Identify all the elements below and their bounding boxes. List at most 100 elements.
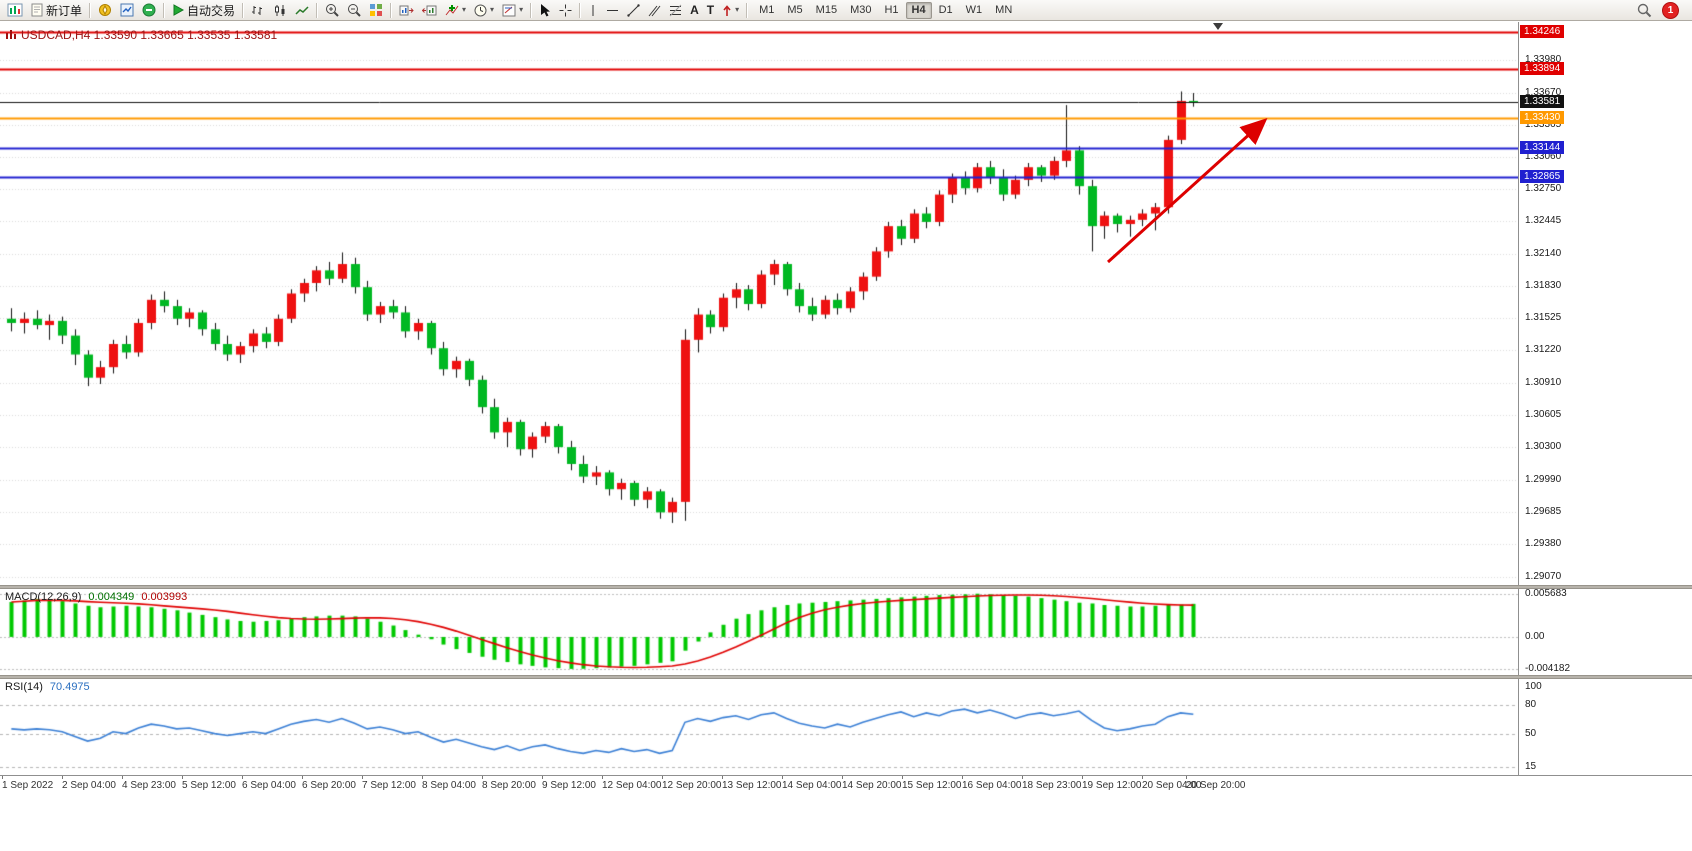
time-tick (62, 776, 63, 779)
macd-main-value: 0.004349 (88, 591, 135, 603)
price-tick-label: 1.30300 (1525, 441, 1562, 453)
crosshair-button[interactable] (555, 0, 576, 21)
time-tick-label: 12 Sep 20:00 (662, 780, 722, 791)
time-tick-label: 15 Sep 12:00 (902, 780, 962, 791)
channel-tool-button[interactable] (644, 0, 665, 21)
chevron-down-icon: ▾ (519, 5, 524, 14)
timeframe-button-d1[interactable]: D1 (938, 3, 953, 16)
price-line-badge: 1.33894 (1520, 61, 1565, 75)
price-tick-label: 1.33365 (1525, 118, 1562, 130)
rsi-value: 70.4975 (49, 681, 90, 693)
fibonacci-tool-button[interactable] (665, 0, 686, 21)
zoom-out-button[interactable] (343, 0, 365, 21)
price-tick-label: 1.30605 (1525, 409, 1562, 421)
timeframe-button-m15[interactable]: M15 (815, 3, 838, 16)
horizontal-line-tool-button[interactable] (602, 0, 623, 21)
time-tick (122, 776, 123, 779)
price-tick-label: 1.31220 (1525, 344, 1562, 356)
new-order-icon (31, 3, 43, 17)
time-tick-label: 13 Sep 12:00 (722, 780, 782, 791)
search-button[interactable] (1633, 0, 1656, 21)
timeframe-button-m30[interactable]: M30 (850, 3, 872, 16)
notification-badge[interactable]: 1 (1662, 1, 1679, 19)
auto-scroll-button[interactable] (395, 0, 418, 21)
zoom-in-button[interactable] (321, 0, 343, 21)
chart-quote-overlay: USDCAD,H4 1.33590 1.33665 1.33535 1.3358… (6, 28, 277, 42)
new-chart-button[interactable] (3, 0, 27, 21)
pane-separator[interactable] (0, 585, 1692, 589)
price-tick-label: 1.31525 (1525, 312, 1562, 324)
candlestick-canvas[interactable] (0, 22, 1518, 585)
new-order-button[interactable]: 新订单 (27, 0, 86, 21)
rsi-pane: RSI(14) 70.4975 (0, 679, 1518, 775)
chart-candles-button[interactable] (269, 0, 291, 21)
indicators-button[interactable]: ▾ (441, 0, 470, 21)
chart-area: USDCAD,H4 1.33590 1.33665 1.33535 1.3358… (0, 22, 1692, 851)
time-tick-label: 9 Sep 12:00 (542, 780, 596, 791)
tile-windows-button[interactable] (365, 0, 387, 21)
time-tick-label: 14 Sep 04:00 (782, 780, 842, 791)
timeframe-button-w1[interactable]: W1 (965, 3, 983, 16)
price-tick-label: 1.29990 (1525, 473, 1562, 485)
search-icon (1637, 3, 1652, 17)
arrows-tool-button[interactable]: ▾ (718, 0, 743, 21)
chevron-down-icon: ▾ (735, 5, 740, 14)
price-tick-label: 1.33060 (1525, 150, 1562, 162)
ch art-bars-button[interactable] (247, 0, 269, 21)
pane-separator[interactable] (0, 675, 1692, 679)
autotrading-play-icon (173, 4, 185, 16)
timeframe-button-m5[interactable]: M5 (787, 3, 803, 16)
timeframe-button-h1[interactable]: H1 (884, 3, 899, 16)
vertical-line-tool-button[interactable] (584, 0, 602, 21)
macd-pane: MACD(12,26,9) 0.004349 0.003993 (0, 589, 1518, 675)
time-tick-label: 6 Sep 04:00 (242, 780, 296, 791)
price-axis: 1.33980 1.33670 1.33365 1.33060 1.32750 1.324… (1518, 22, 1692, 585)
clock-icon (474, 4, 487, 16)
data-window-button[interactable] (138, 0, 160, 21)
rsi-name: RSI(14) (5, 681, 43, 693)
crosshair-icon (559, 4, 572, 16)
toolbar-separator (89, 2, 92, 18)
text-tool-icon: A (690, 3, 699, 17)
time-tick (602, 776, 603, 779)
rsi-level-label: 80 (1525, 699, 1537, 711)
trendline-tool-button[interactable] (623, 0, 644, 21)
timeframe-button-h4[interactable]: H4 (905, 1, 932, 19)
chart-shift-icon (422, 5, 437, 15)
time-tick (422, 776, 423, 779)
time-tick (782, 776, 783, 779)
time-tick-label: 6 Sep 20:00 (302, 780, 356, 791)
new-chart-icon (7, 3, 23, 17)
market-watch-button[interactable] (116, 0, 138, 21)
line-chart-icon (295, 5, 309, 15)
chart-line-button[interactable] (291, 0, 313, 21)
price-tick-label: 1.32445 (1525, 215, 1562, 227)
macd-name: MACD(12,26,9) (5, 591, 82, 603)
chart-shift-marker[interactable] (1213, 23, 1223, 30)
templates-button[interactable]: ▾ (498, 0, 527, 21)
price-tick-label: 1.33670 (1525, 86, 1562, 98)
text-label-tool-button[interactable]: T (703, 0, 718, 21)
timeframe-button-m1[interactable]: M1 (759, 3, 775, 16)
timeframe-button-mn[interactable]: MN (995, 3, 1013, 16)
main-chart-pane[interactable]: USDCAD,H4 1.33590 1.33665 1.33535 1.3358… (0, 22, 1518, 585)
time-tick (842, 776, 843, 779)
price-tick-label: 1.29685 (1525, 505, 1562, 517)
time-tick (482, 776, 483, 779)
periods-button[interactable]: ▾ (470, 0, 498, 21)
text-tool-button[interactable]: A (686, 0, 703, 21)
time-tick-label: 2 Sep 04:00 (62, 780, 116, 791)
time-axis[interactable]: 1 Sep 2022 2 Sep 04:00 4 Sep 23:00 5 Sep 12… (0, 775, 1692, 792)
time-tick (722, 776, 723, 779)
toolbar: 新订单 自动交易 ▾ ▾ (0, 0, 1692, 21)
time-tick-label: 1 Sep 2022 (2, 780, 54, 791)
time-tick-label: 7 Sep 12:00 (362, 780, 416, 791)
time-tick-label: 8 Sep 20:00 (482, 780, 536, 791)
autotrading-button[interactable]: 自动交易 (168, 0, 239, 21)
navigator-button[interactable] (94, 0, 116, 21)
chevron-down-icon: ▾ (462, 5, 467, 14)
vertical-line-icon (592, 4, 594, 16)
cursor-button[interactable] (535, 0, 555, 21)
chart-shift-button[interactable] (418, 0, 441, 21)
price-tick-label: 1.29070 (1525, 570, 1562, 582)
